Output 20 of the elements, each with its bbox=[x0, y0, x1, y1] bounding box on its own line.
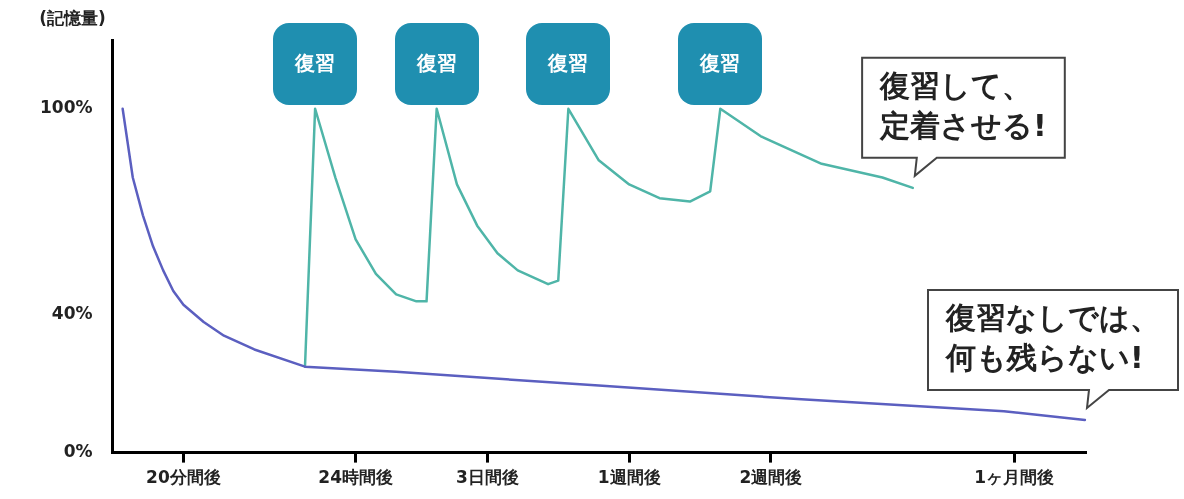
y-tick-label: 40% bbox=[51, 303, 93, 324]
label-badge: 復習 bbox=[678, 22, 763, 105]
x-tick-label: 20分間後 bbox=[146, 467, 221, 488]
annotation: 復習 bbox=[416, 50, 457, 78]
annotation: 復習して、定着させる! bbox=[879, 67, 1047, 143]
y-axis-title: (記憶量) bbox=[39, 8, 106, 29]
x-tick-label: 1ヶ月間後 bbox=[974, 467, 1055, 488]
label-badge: 復習 bbox=[394, 22, 479, 105]
label-badge: 復習 bbox=[273, 22, 358, 105]
y-tick-label: 0% bbox=[63, 441, 93, 462]
annotation: 復習なしでは、何も残らない! bbox=[945, 299, 1160, 375]
label-badge: 復習 bbox=[526, 22, 611, 105]
y-tick-label: 100% bbox=[39, 97, 93, 118]
x-tick-label: 1週間後 bbox=[597, 467, 661, 488]
x-tick-label: 24時間後 bbox=[318, 467, 393, 488]
annotation: 復習 bbox=[700, 50, 741, 78]
x-tick-label: 2週間後 bbox=[739, 467, 803, 488]
annotation: 復習 bbox=[295, 50, 336, 78]
x-tick-label: 3日間後 bbox=[455, 467, 519, 488]
annotation: 復習 bbox=[548, 50, 589, 78]
